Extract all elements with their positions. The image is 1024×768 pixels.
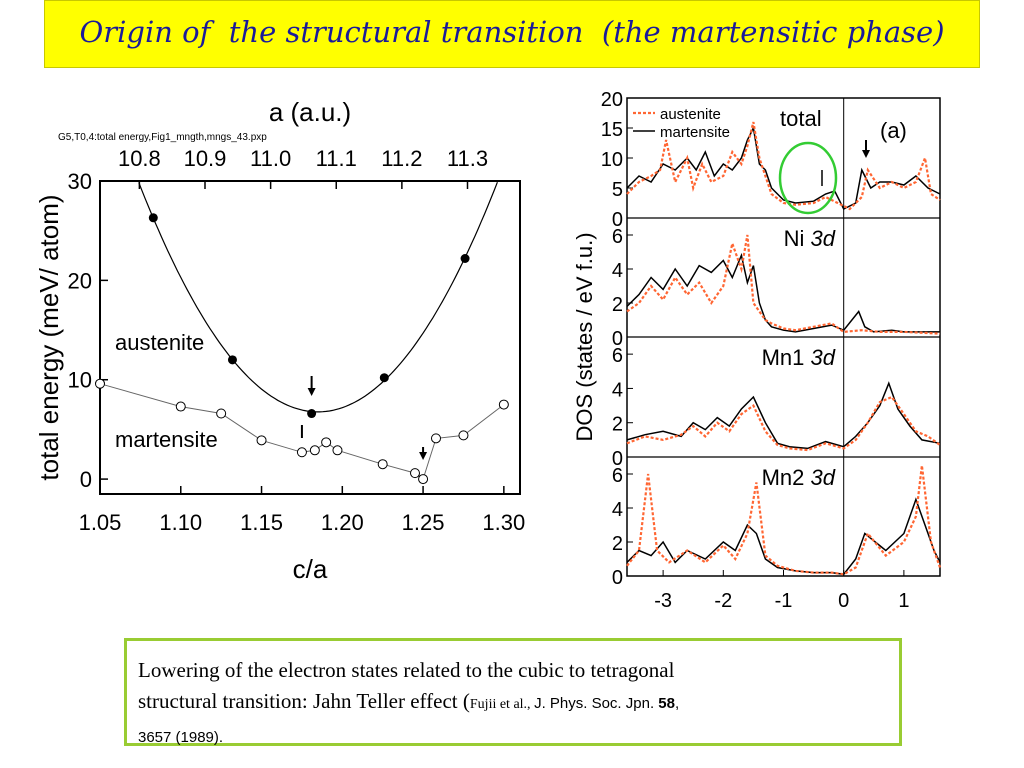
y-tick-label: 0 — [80, 467, 92, 492]
caption-box: Lowering of the electron states related … — [124, 638, 902, 746]
y-axis-label: total energy (meV/ atom) — [34, 194, 64, 480]
martensite-min-arrow-head — [419, 452, 427, 460]
dos-y-tick-label: 6 — [612, 465, 623, 487]
dos-y-tick-label: 20 — [601, 89, 623, 111]
dos-y-tick-label: 6 — [612, 226, 623, 248]
energy-chart: 1.05 1.10 1.15 1.20 1.25 1.30 10.8 10.9 11.0 11.1… — [0, 80, 560, 600]
caption-comma: , — [675, 695, 679, 712]
dos-y-tick-label: 4 — [612, 260, 623, 282]
x-tick-label: 1.15 — [240, 510, 283, 535]
top-x-tick-label: 10.8 — [118, 146, 161, 171]
dos-x-tick-label: -3 — [654, 590, 672, 612]
austenite-point — [307, 409, 316, 418]
caption-line1: Lowering of the electron states related … — [138, 658, 674, 682]
dos-arrow-head — [862, 150, 870, 158]
x-tick-label: 1.10 — [159, 510, 202, 535]
top-x-tick-label: 11.3 — [447, 146, 488, 171]
dos-y-tick-label: 2 — [612, 294, 623, 316]
caption-line2: structural transition: Jahn Teller effec… — [138, 689, 470, 713]
martensite-point — [378, 460, 387, 469]
top-x-tick-label: 11.1 — [316, 146, 357, 171]
austenite-point — [149, 213, 158, 222]
dos-y-tick-label: 4 — [612, 379, 623, 401]
file-note: G5,T0,4:total energy,Fig1_mngth,mngs_43.… — [58, 132, 267, 143]
top-x-tick-label: 10.9 — [184, 146, 227, 171]
caption-text: Lowering of the electron states related … — [138, 655, 888, 753]
dos-y-tick-label: 6 — [612, 345, 623, 367]
martensite-point — [333, 446, 342, 455]
martensite-label: martensite — [115, 427, 218, 452]
legend-austenite-label: austenite — [660, 106, 721, 123]
panel-a-label: (a) — [880, 118, 907, 143]
martensite-point — [297, 448, 306, 457]
caption-authors: Fujii et al., — [470, 697, 534, 712]
x-tick-label: 1.30 — [482, 510, 525, 535]
dos-x-tick-label: -1 — [775, 590, 793, 612]
x-tick-label: 1.20 — [321, 510, 364, 535]
dos-y-tick-label: 5 — [612, 179, 623, 201]
martensite-dos-line — [627, 383, 940, 448]
martensite-point — [419, 475, 428, 484]
martensite-point — [499, 400, 508, 409]
austenite-point — [228, 355, 237, 364]
dos-x-tick-label: -2 — [714, 590, 732, 612]
y-tick-label: 20 — [68, 268, 92, 293]
austenite-fit-curve — [139, 182, 498, 412]
dos-x-tick-label: 0 — [838, 590, 849, 612]
dos-y-axis-label: DOS (states / eV f.u.) — [572, 232, 597, 441]
title-banner: Origin of the structural transition (the… — [44, 0, 980, 68]
austenite-point — [380, 373, 389, 382]
panel-label: Mn2 3d — [762, 465, 836, 490]
dos-y-tick-label: 0 — [612, 567, 623, 589]
y-tick-label: 10 — [68, 368, 92, 393]
martensite-point — [176, 402, 185, 411]
x-axis-label: c/a — [293, 554, 328, 584]
x-tick-label: 1.25 — [402, 510, 445, 535]
panel-label: total — [780, 106, 822, 131]
top-x-axis-label: a (a.u.) — [269, 97, 351, 127]
dos-y-tick-label: 2 — [612, 414, 623, 436]
dos-y-tick-label: 2 — [612, 533, 623, 555]
austenite-min-arrow-head — [308, 388, 316, 396]
martensite-point — [257, 436, 266, 445]
martensite-point — [217, 409, 226, 418]
martensite-point — [310, 446, 319, 455]
martensite-dos-line — [627, 255, 940, 332]
legend-martensite-label: martensite — [660, 124, 730, 141]
martensite-dos-line — [627, 500, 940, 575]
dos-y-tick-label: 15 — [601, 119, 623, 141]
top-x-tick-label: 11.2 — [381, 146, 422, 171]
dos-x-tick-label: 1 — [898, 590, 909, 612]
caption-line3: 3657 (1989). — [138, 729, 223, 746]
x-tick-label: 1.05 — [79, 510, 122, 535]
y-tick-label: 30 — [68, 169, 92, 194]
austenite-dos-line — [627, 397, 940, 450]
austenite-label: austenite — [115, 330, 204, 355]
austenite-point — [461, 254, 470, 263]
dos-y-tick-label: 4 — [612, 499, 623, 521]
top-x-tick-label: 11.0 — [250, 146, 291, 171]
caption-journal: J. Phys. Soc. Jpn. — [534, 695, 658, 712]
martensite-point — [322, 438, 331, 447]
martensite-point — [96, 379, 105, 388]
caption-volume: 58 — [658, 695, 675, 712]
martensite-point — [411, 469, 420, 478]
martensite-point — [432, 434, 441, 443]
panel-label: Ni 3d — [784, 226, 836, 251]
martensite-point — [459, 431, 468, 440]
panel-label: Mn1 3d — [762, 345, 836, 370]
dos-y-tick-label: 10 — [601, 149, 623, 171]
slide-title: Origin of the structural transition (the… — [45, 15, 979, 49]
